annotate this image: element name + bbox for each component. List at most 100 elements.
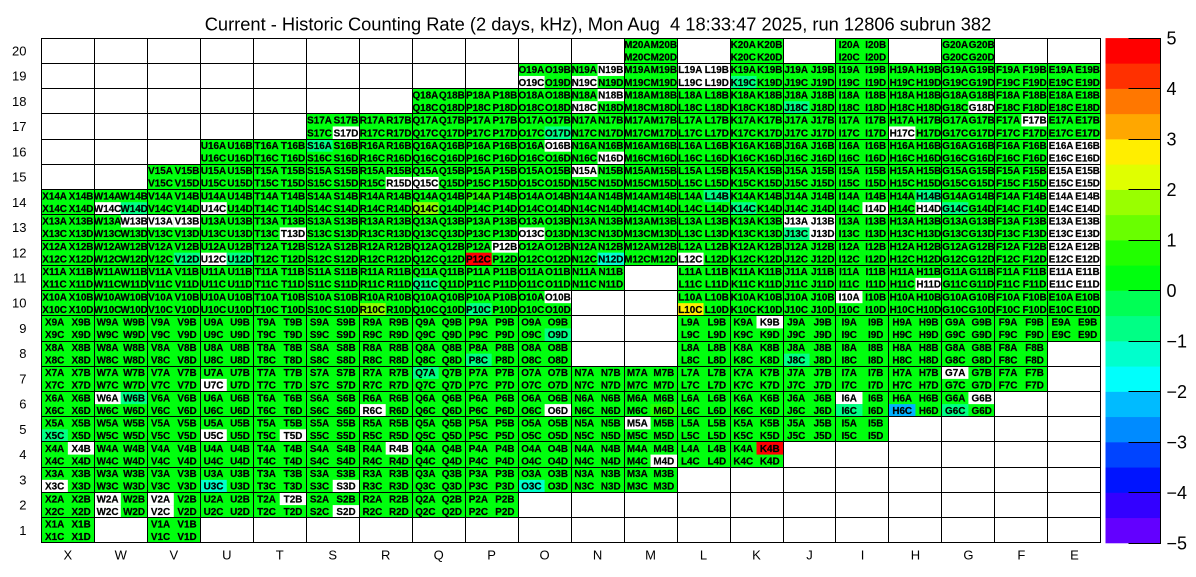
svg-text:10: 10 xyxy=(12,296,26,311)
svg-text:W8C: W8C xyxy=(97,355,119,366)
svg-text:O5C: O5C xyxy=(521,431,541,442)
svg-text:V6D: V6D xyxy=(177,406,196,417)
svg-text:S15D: S15D xyxy=(334,179,359,190)
svg-text:M19A: M19A xyxy=(624,65,650,76)
svg-text:P17B: P17B xyxy=(493,116,518,127)
svg-text:J10B: J10B xyxy=(811,292,835,303)
svg-text:O14A: O14A xyxy=(519,191,545,202)
svg-text:L19C: L19C xyxy=(678,78,702,89)
svg-text:I10A: I10A xyxy=(839,292,860,303)
svg-text:T2A: T2A xyxy=(257,494,276,505)
svg-text:V11D: V11D xyxy=(175,280,199,291)
svg-text:T15C: T15C xyxy=(254,179,278,190)
svg-text:I10C: I10C xyxy=(839,305,860,316)
svg-text:G8B: G8B xyxy=(972,343,992,354)
svg-text:O11A: O11A xyxy=(519,267,544,278)
svg-text:L7C: L7C xyxy=(681,381,700,392)
svg-text:F9C: F9C xyxy=(999,330,1018,341)
svg-text:L6D: L6D xyxy=(707,406,726,417)
svg-text:O15B: O15B xyxy=(545,166,571,177)
svg-text:K13B: K13B xyxy=(757,217,782,228)
svg-text:R10B: R10B xyxy=(386,292,411,303)
svg-text:G14D: G14D xyxy=(969,204,995,215)
svg-text:U11C: U11C xyxy=(201,280,226,291)
svg-text:T9B: T9B xyxy=(284,318,303,329)
svg-text:W4C: W4C xyxy=(97,456,119,467)
svg-text:E17A: E17A xyxy=(1049,116,1074,127)
svg-text:E15B: E15B xyxy=(1075,166,1100,177)
svg-text:P7A: P7A xyxy=(469,368,488,379)
svg-text:M17C: M17C xyxy=(624,128,650,139)
svg-text:W3A: W3A xyxy=(97,469,119,480)
svg-text:L16C: L16C xyxy=(678,154,702,165)
svg-text:W7C: W7C xyxy=(97,381,119,392)
svg-text:I16D: I16D xyxy=(865,154,886,165)
svg-text:W11A: W11A xyxy=(94,267,121,278)
svg-text:W13A: W13A xyxy=(94,217,121,228)
svg-text:E13B: E13B xyxy=(1075,217,1100,228)
svg-text:R13C: R13C xyxy=(360,229,385,240)
svg-text:W7A: W7A xyxy=(97,368,119,379)
svg-text:F10A: F10A xyxy=(996,292,1020,303)
svg-text:T10A: T10A xyxy=(254,292,278,303)
svg-text:G12B: G12B xyxy=(969,242,995,253)
svg-text:L4D: L4D xyxy=(707,456,726,467)
svg-text:O12B: O12B xyxy=(545,242,571,253)
svg-text:H18C: H18C xyxy=(890,103,915,114)
svg-text:M14A: M14A xyxy=(624,191,650,202)
svg-text:X5A: X5A xyxy=(45,419,64,430)
svg-text:X8D: X8D xyxy=(71,355,90,366)
svg-text:I16A: I16A xyxy=(839,141,860,152)
svg-text:U10A: U10A xyxy=(201,292,226,303)
svg-text:N19C: N19C xyxy=(572,78,597,89)
svg-text:R11C: R11C xyxy=(360,280,385,291)
svg-text:W14C: W14C xyxy=(94,204,121,215)
svg-text:N: N xyxy=(593,548,602,563)
svg-text:U8C: U8C xyxy=(204,355,224,366)
svg-text:J5A: J5A xyxy=(787,419,805,430)
svg-text:V: V xyxy=(169,548,178,563)
svg-text:F12C: F12C xyxy=(996,255,1020,266)
svg-text:X14C: X14C xyxy=(42,204,67,215)
svg-text:Q10D: Q10D xyxy=(439,305,465,316)
svg-text:V12D: V12D xyxy=(175,255,200,266)
svg-text:V9A: V9A xyxy=(151,318,170,329)
svg-text:O17B: O17B xyxy=(545,116,571,127)
svg-text:R2B: R2B xyxy=(389,494,409,505)
svg-text:U6C: U6C xyxy=(204,406,224,417)
svg-text:P6B: P6B xyxy=(495,393,514,404)
svg-text:I5A: I5A xyxy=(842,419,857,430)
svg-text:L5C: L5C xyxy=(681,431,700,442)
svg-text:H15B: H15B xyxy=(916,166,941,177)
svg-text:E11B: E11B xyxy=(1076,267,1100,278)
svg-text:W13C: W13C xyxy=(94,229,121,240)
svg-text:L10A: L10A xyxy=(678,292,702,303)
svg-text:E11C: E11C xyxy=(1049,280,1073,291)
svg-text:O18C: O18C xyxy=(519,103,545,114)
svg-text:V7B: V7B xyxy=(177,368,196,379)
svg-text:J15A: J15A xyxy=(784,166,808,177)
svg-text:U5B: U5B xyxy=(230,419,250,430)
svg-text:F19B: F19B xyxy=(1023,65,1047,76)
svg-text:H17C: H17C xyxy=(890,128,915,139)
svg-text:O7D: O7D xyxy=(548,381,568,392)
svg-text:W14B: W14B xyxy=(120,191,147,202)
svg-text:K13D: K13D xyxy=(757,229,782,240)
svg-text:Q5D: Q5D xyxy=(442,431,462,442)
svg-text:G8A: G8A xyxy=(945,343,965,354)
svg-text:P9B: P9B xyxy=(495,318,514,329)
svg-text:J15D: J15D xyxy=(811,179,835,190)
svg-text:L5B: L5B xyxy=(707,419,726,430)
svg-text:U14B: U14B xyxy=(227,191,252,202)
svg-text:X6A: X6A xyxy=(45,393,64,404)
svg-text:H17B: H17B xyxy=(916,116,941,127)
svg-text:P5A: P5A xyxy=(469,419,488,430)
svg-text:O16B: O16B xyxy=(545,141,571,152)
svg-text:I12C: I12C xyxy=(839,255,860,266)
svg-text:X1C: X1C xyxy=(45,532,64,543)
svg-text:O16D: O16D xyxy=(545,154,571,165)
svg-text:I6C: I6C xyxy=(842,406,857,417)
svg-text:W4D: W4D xyxy=(123,456,145,467)
svg-text:X2D: X2D xyxy=(71,507,90,518)
svg-text:W11D: W11D xyxy=(121,280,148,291)
